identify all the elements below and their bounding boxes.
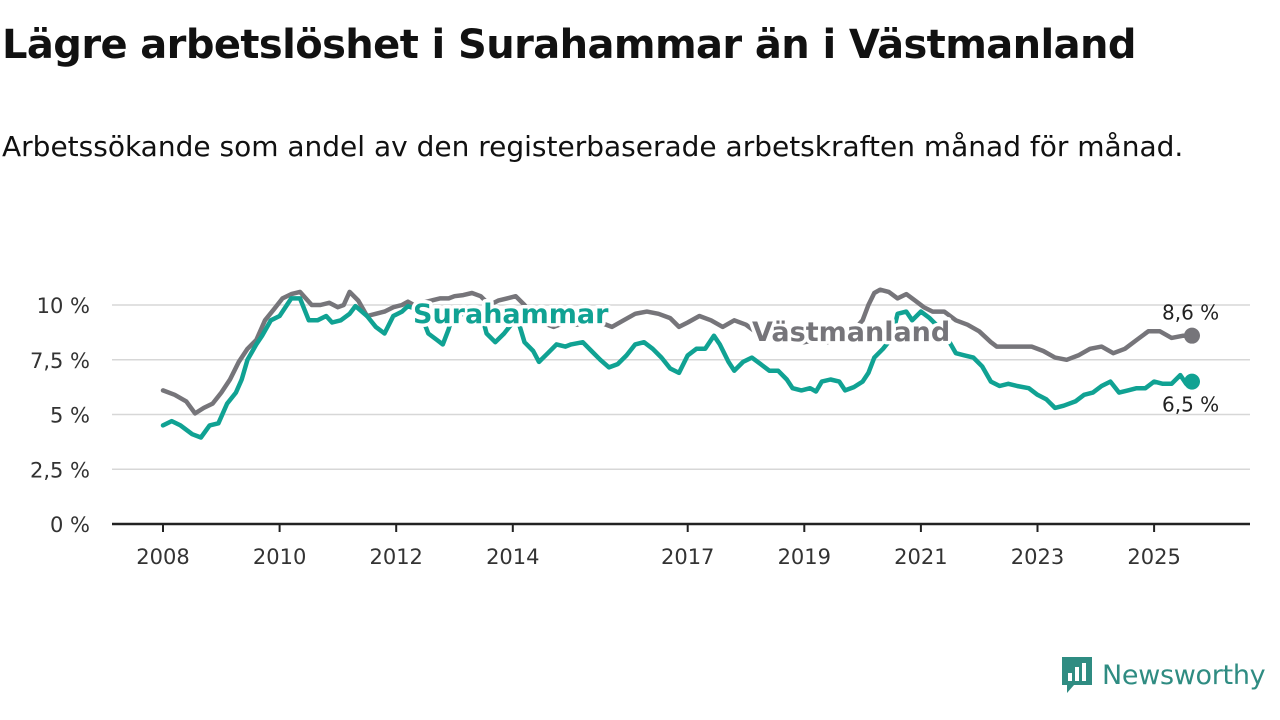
series-labels: Västmanland Surahammar 8,6 % 6,5 % xyxy=(410,296,1220,417)
end-point-vastmanland xyxy=(1183,327,1200,344)
x-tick-label: 2014 xyxy=(486,545,539,569)
end-point-surahammar xyxy=(1183,373,1200,390)
y-tick-label: 0 % xyxy=(50,513,90,537)
x-tick-label: 2010 xyxy=(253,545,306,569)
chart-logo-icon xyxy=(1062,657,1092,693)
series-lines xyxy=(160,287,1200,440)
grid-lines xyxy=(112,304,1250,470)
chart-title: Lägre arbetslöshet i Surahammar än i Väs… xyxy=(2,22,1137,68)
x-tick-label: 2025 xyxy=(1127,545,1180,569)
chart-subtitle: Arbetssökande som andel av den registerb… xyxy=(2,130,1184,163)
end-value-label-surahammar: 6,5 % xyxy=(1162,393,1219,417)
x-tick-label: 2023 xyxy=(1011,545,1064,569)
x-tick-label: 2012 xyxy=(369,545,422,569)
x-tick-label: 2021 xyxy=(894,545,947,569)
y-tick-label: 10 % xyxy=(37,294,90,318)
x-tick-label: 2017 xyxy=(661,545,714,569)
series-line-vastmanland xyxy=(160,287,1195,416)
axes: 0 % 2,5 % 5 % 7,5 % 10 % 2008 2010 2012 2014 2017… xyxy=(30,294,1250,569)
series-label-vastmanland: Västmanland xyxy=(752,317,950,348)
x-tick-label: 2008 xyxy=(136,545,189,569)
x-tick-label: 2019 xyxy=(778,545,831,569)
brand-logo: Newsworthy xyxy=(1060,655,1266,695)
brand-name: Newsworthy xyxy=(1102,659,1266,691)
y-tick-label: 7,5 % xyxy=(30,349,90,373)
end-value-label-vastmanland: 8,6 % xyxy=(1162,301,1219,325)
series-line-surahammar xyxy=(160,296,1195,440)
y-tick-label: 2,5 % xyxy=(30,458,90,482)
series-label-surahammar: Surahammar xyxy=(413,299,609,330)
y-tick-label: 5 % xyxy=(50,404,90,428)
